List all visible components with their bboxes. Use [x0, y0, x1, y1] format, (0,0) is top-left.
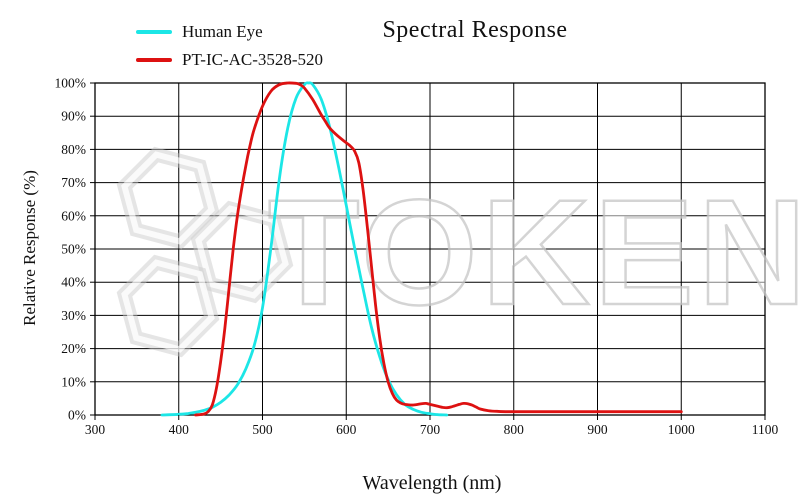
y-tick-label: 50% — [61, 242, 86, 257]
watermark-text: TOKEN — [268, 168, 800, 336]
y-tick-label: 90% — [61, 109, 86, 124]
legend-swatch-human-eye — [136, 30, 172, 34]
watermark-hexagon-inner — [121, 151, 215, 245]
series-curve-1 — [194, 81, 683, 417]
y-tick-label: 80% — [61, 142, 86, 157]
x-tick-label: 900 — [587, 422, 608, 437]
x-tick-label: 800 — [504, 422, 525, 437]
y-tick-label: 30% — [61, 308, 86, 323]
legend-swatch-sensor — [136, 58, 172, 62]
x-tick-label: 500 — [252, 422, 273, 437]
y-tick-label: 20% — [61, 341, 86, 356]
legend-label-human-eye: Human Eye — [182, 22, 263, 41]
y-axis-label: Relative Response (%) — [20, 170, 39, 326]
chart-title: Spectral Response — [382, 17, 568, 43]
legend-item-human-eye: Human Eye — [136, 18, 323, 46]
x-tick-label: 700 — [420, 422, 441, 437]
y-tick-label: 100% — [55, 76, 87, 91]
y-tick-label: 70% — [61, 175, 86, 190]
watermark-hexagon-inner — [121, 259, 215, 353]
tick-marks — [90, 82, 766, 420]
x-tick-label: 300 — [85, 422, 106, 437]
token-watermark: TOKEN — [116, 146, 800, 358]
y-tick-label: 60% — [61, 208, 86, 223]
legend: Human Eye PT-IC-AC-3528-520 — [136, 18, 323, 74]
legend-label-sensor: PT-IC-AC-3528-520 — [182, 50, 324, 69]
y-tick-label: 10% — [61, 374, 86, 389]
x-axis-label: Wavelength (nm) — [362, 472, 502, 494]
tick-labels: 300 400 500 600 700 800 900 1000 1100 0% 10% 20% 30%… — [55, 76, 779, 438]
y-tick-label: 40% — [61, 275, 86, 290]
legend-item-sensor: PT-IC-AC-3528-520 — [136, 46, 323, 74]
x-tick-label: 600 — [336, 422, 357, 437]
x-tick-label: 400 — [169, 422, 190, 437]
y-tick-label: 0% — [68, 408, 86, 423]
x-tick-label: 1000 — [668, 422, 695, 437]
grid-lines — [94, 82, 766, 416]
x-tick-label: 1100 — [752, 422, 779, 437]
